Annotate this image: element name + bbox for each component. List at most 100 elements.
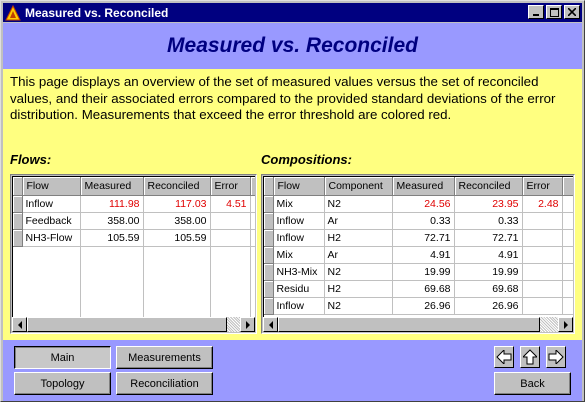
- measured-cell[interactable]: 24.56: [392, 195, 455, 213]
- empty-cell[interactable]: [250, 195, 255, 213]
- empty-cell[interactable]: [250, 212, 255, 230]
- back-button[interactable]: Back: [494, 372, 571, 395]
- minimize-icon[interactable]: [528, 5, 544, 19]
- flow-cell[interactable]: Residu: [273, 280, 325, 298]
- row-header[interactable]: [264, 195, 274, 213]
- table-row[interactable]: Mix Ar 4.91 4.91: [264, 246, 573, 264]
- reconciled-cell[interactable]: 19.99: [454, 263, 523, 281]
- compositions-horizontal-scrollbar[interactable]: [263, 317, 573, 332]
- main-button[interactable]: Main: [14, 346, 111, 369]
- reconciled-cell[interactable]: 69.68: [454, 280, 523, 298]
- error-cell[interactable]: [522, 280, 563, 298]
- scroll-right-icon[interactable]: [240, 317, 255, 332]
- table-row[interactable]: Inflow H2 72.71 72.71: [264, 229, 573, 247]
- component-cell[interactable]: H2: [324, 229, 393, 247]
- scroll-track[interactable]: [27, 317, 240, 332]
- reconciled-cell[interactable]: 4.91: [454, 246, 523, 264]
- table-row[interactable]: Feedback 358.00 358.00: [13, 212, 255, 230]
- empty-cell[interactable]: [562, 263, 573, 281]
- title-bar[interactable]: Measured vs. Reconciled: [3, 3, 582, 22]
- error-cell[interactable]: [522, 212, 563, 230]
- arrow-up-icon[interactable]: [520, 346, 540, 368]
- scroll-track[interactable]: [278, 317, 558, 332]
- reconciled-cell[interactable]: 105.59: [143, 229, 211, 247]
- component-cell[interactable]: H2: [324, 280, 393, 298]
- table-row[interactable]: Mix N2 24.56 23.95 2.48: [264, 195, 573, 213]
- reconciled-cell[interactable]: 358.00: [143, 212, 211, 230]
- flow-cell[interactable]: Inflow: [273, 212, 325, 230]
- measured-cell[interactable]: 26.96: [392, 297, 455, 315]
- reconciled-cell[interactable]: 0.33: [454, 212, 523, 230]
- component-cell[interactable]: Ar: [324, 212, 393, 230]
- measured-cell[interactable]: 358.00: [80, 212, 144, 230]
- compositions-grid[interactable]: Flow Component Measured Reconciled Error…: [261, 174, 575, 334]
- measured-cell[interactable]: 69.68: [392, 280, 455, 298]
- error-cell[interactable]: [210, 212, 251, 230]
- table-row[interactable]: Residu H2 69.68 69.68: [264, 280, 573, 298]
- component-cell[interactable]: N2: [324, 297, 393, 315]
- empty-cell[interactable]: [562, 212, 573, 230]
- flow-cell[interactable]: Inflow: [22, 195, 81, 213]
- table-row[interactable]: Inflow N2 26.96 26.96: [264, 297, 573, 315]
- row-header[interactable]: [13, 195, 23, 213]
- flow-cell[interactable]: NH3-Mix: [273, 263, 325, 281]
- row-header[interactable]: [264, 212, 274, 230]
- measured-cell[interactable]: 0.33: [392, 212, 455, 230]
- measured-cell[interactable]: 4.91: [392, 246, 455, 264]
- arrow-right-icon[interactable]: [546, 346, 566, 368]
- flow-cell[interactable]: NH3-Flow: [22, 229, 81, 247]
- error-cell[interactable]: [522, 246, 563, 264]
- arrow-left-icon[interactable]: [494, 346, 514, 368]
- empty-cell[interactable]: [562, 195, 573, 213]
- row-header[interactable]: [264, 246, 274, 264]
- column-header[interactable]: Reconciled: [143, 177, 211, 196]
- table-row[interactable]: Inflow Ar 0.33 0.33: [264, 212, 573, 230]
- empty-cell[interactable]: [562, 297, 573, 315]
- empty-cell[interactable]: [562, 280, 573, 298]
- component-cell[interactable]: N2: [324, 195, 393, 213]
- row-header[interactable]: [264, 229, 274, 247]
- close-icon[interactable]: [564, 5, 580, 19]
- scroll-left-icon[interactable]: [263, 317, 278, 332]
- component-cell[interactable]: N2: [324, 263, 393, 281]
- error-cell[interactable]: [522, 229, 563, 247]
- reconciled-cell[interactable]: 117.03: [143, 195, 211, 213]
- flow-cell[interactable]: Inflow: [273, 297, 325, 315]
- error-cell[interactable]: [522, 297, 563, 315]
- row-header[interactable]: [264, 263, 274, 281]
- column-header[interactable]: Error: [522, 177, 563, 196]
- flow-cell[interactable]: Inflow: [273, 229, 325, 247]
- error-cell[interactable]: 4.51: [210, 195, 251, 213]
- column-header[interactable]: Reconciled: [454, 177, 523, 196]
- scroll-thumb[interactable]: [278, 317, 540, 332]
- measurements-button[interactable]: Measurements: [116, 346, 213, 369]
- flow-cell[interactable]: Feedback: [22, 212, 81, 230]
- error-cell[interactable]: [210, 229, 251, 247]
- column-header[interactable]: Error: [210, 177, 251, 196]
- scroll-right-icon[interactable]: [558, 317, 573, 332]
- table-row[interactable]: Inflow 111.98 117.03 4.51: [13, 195, 255, 213]
- measured-cell[interactable]: 72.71: [392, 229, 455, 247]
- component-cell[interactable]: Ar: [324, 246, 393, 264]
- empty-cell[interactable]: [250, 229, 255, 247]
- column-header[interactable]: Measured: [80, 177, 144, 196]
- row-header[interactable]: [13, 229, 23, 247]
- row-header[interactable]: [13, 212, 23, 230]
- flow-cell[interactable]: Mix: [273, 195, 325, 213]
- measured-cell[interactable]: 19.99: [392, 263, 455, 281]
- column-header[interactable]: Flow: [22, 177, 81, 196]
- row-header[interactable]: [264, 280, 274, 298]
- table-row[interactable]: NH3-Flow 105.59 105.59: [13, 229, 255, 247]
- reconciled-cell[interactable]: 23.95: [454, 195, 523, 213]
- empty-cell[interactable]: [562, 246, 573, 264]
- row-header[interactable]: [264, 297, 274, 315]
- measured-cell[interactable]: 111.98: [80, 195, 144, 213]
- column-header[interactable]: Measured: [392, 177, 455, 196]
- reconciliation-button[interactable]: Reconciliation: [116, 372, 213, 395]
- flow-cell[interactable]: Mix: [273, 246, 325, 264]
- empty-cell[interactable]: [562, 229, 573, 247]
- column-header[interactable]: Component: [324, 177, 393, 196]
- error-cell[interactable]: 2.48: [522, 195, 563, 213]
- scroll-thumb[interactable]: [27, 317, 227, 332]
- reconciled-cell[interactable]: 26.96: [454, 297, 523, 315]
